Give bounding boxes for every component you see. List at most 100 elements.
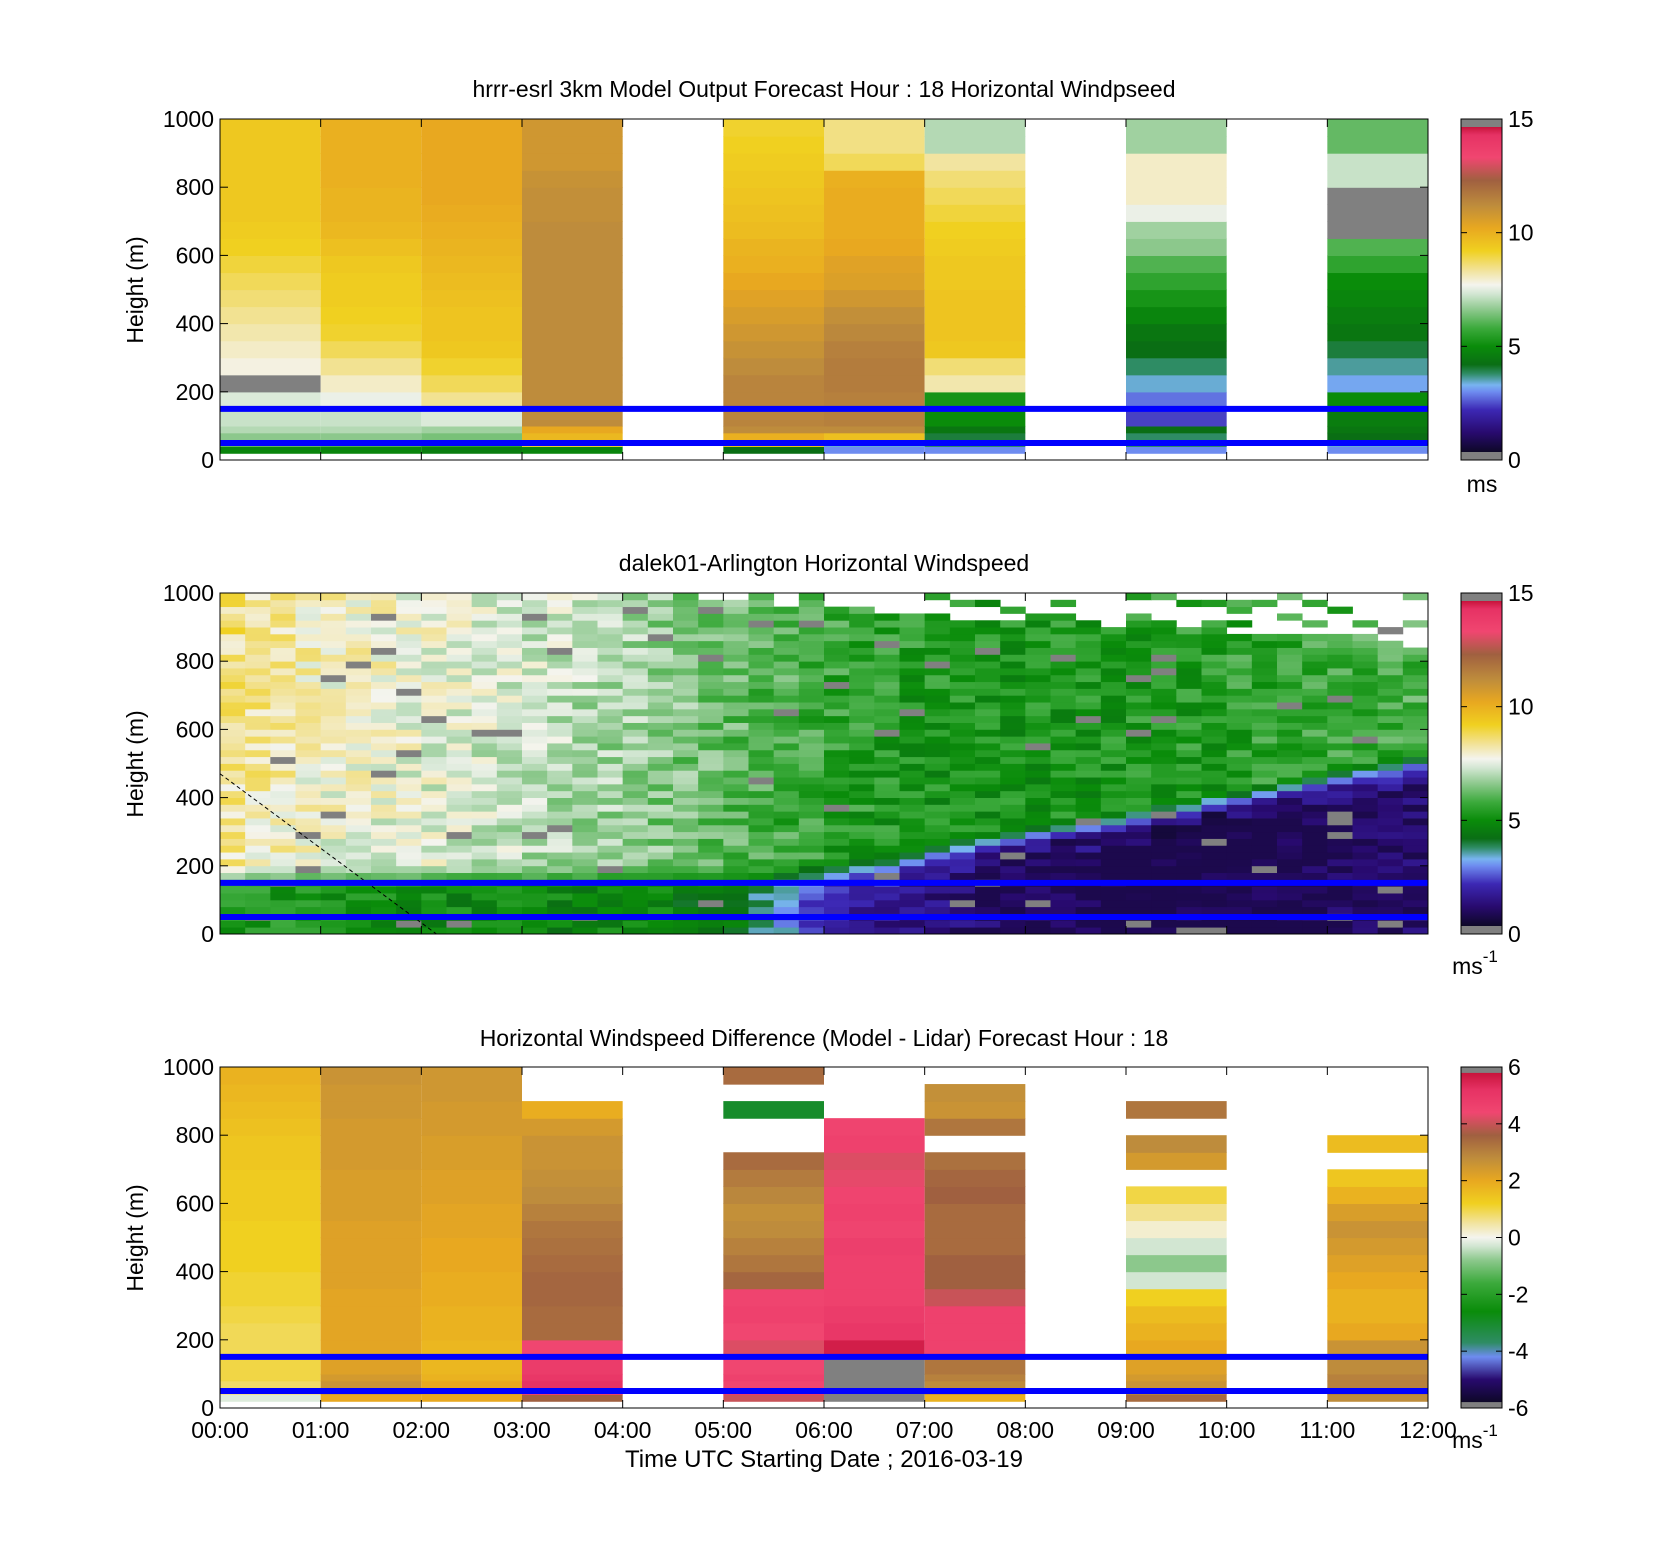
heatmap-cell: [421, 446, 522, 454]
heatmap-cell: [622, 811, 649, 819]
heatmap-cell: [1352, 804, 1379, 812]
heatmap-cell: [446, 865, 473, 874]
heatmap-cell: [421, 1339, 522, 1358]
heatmap-cell: [245, 695, 271, 703]
heatmap-cell: [949, 749, 976, 758]
heatmap-cell: [874, 627, 900, 635]
heatmap-cell: [723, 238, 824, 256]
heatmap-cell: [698, 674, 724, 683]
heatmap-cell: [1327, 1186, 1428, 1204]
heatmap-cell: [1302, 906, 1328, 914]
heatmap-cell: [1075, 770, 1102, 778]
heatmap-cell: [949, 824, 976, 833]
heatmap-cell: [899, 770, 926, 778]
heatmap-cell: [1402, 661, 1428, 669]
heatmap-cell: [220, 1237, 321, 1256]
heatmap-cell: [522, 340, 623, 359]
heatmap-cell: [874, 620, 900, 628]
heatmap-cell: [220, 729, 246, 737]
heatmap-cell: [270, 749, 296, 758]
heatmap-cell: [245, 872, 271, 880]
heatmap-cell: [522, 1254, 623, 1273]
heatmap-cell: [773, 640, 800, 648]
heatmap-cell: [647, 838, 674, 846]
heatmap-cell: [748, 804, 775, 812]
heatmap-cell: [446, 749, 473, 758]
heatmap-cell: [975, 729, 1001, 737]
heatmap-cell: [949, 893, 976, 901]
heatmap-cell: [396, 831, 422, 839]
heatmap-cell: [320, 187, 422, 205]
heatmap-cell: [1126, 340, 1227, 359]
heatmap-cell: [1327, 647, 1353, 655]
heatmap-cell: [345, 852, 372, 860]
heatmap-cell: [622, 633, 649, 642]
heatmap-cell: [924, 654, 951, 662]
heatmap-cell: [572, 770, 598, 778]
heatmap-cell: [522, 136, 623, 154]
heatmap-cell: [1327, 715, 1353, 723]
heatmap-cell: [698, 831, 724, 839]
heatmap-cell: [522, 845, 548, 853]
heatmap-cell: [824, 824, 850, 833]
heatmap-cell: [421, 1394, 522, 1402]
heatmap-cell: [1327, 654, 1353, 662]
heatmap-cell: [1075, 708, 1102, 717]
heatmap-cell: [270, 899, 296, 908]
heatmap-cell: [698, 899, 724, 908]
heatmap-cell: [320, 323, 422, 342]
heatmap-cell: [396, 695, 422, 703]
heatmap-cell: [1352, 865, 1379, 874]
heatmap-cell: [899, 818, 926, 826]
heatmap-cell: [1302, 927, 1328, 934]
heatmap-cell: [1302, 899, 1328, 908]
heatmap-cell: [471, 920, 498, 928]
heatmap-cell: [320, 408, 422, 427]
heatmap-cell: [673, 865, 699, 874]
heatmap-cell: [1050, 865, 1077, 874]
heatmap-cell: [723, 899, 749, 908]
heatmap-cell: [1176, 654, 1202, 662]
heatmap-cell: [824, 886, 850, 894]
heatmap-cell: [1201, 872, 1228, 880]
heatmap-cell: [647, 886, 674, 894]
heatmap-cell: [270, 654, 296, 662]
heatmap-cell: [270, 838, 296, 846]
heatmap-cell: [698, 633, 724, 642]
heatmap-cell: [572, 804, 598, 812]
heatmap-cell: [496, 674, 523, 683]
heatmap-cell: [622, 824, 649, 833]
heatmap-cell: [798, 743, 825, 751]
heatmap-cell: [270, 777, 296, 785]
heatmap-cell: [1100, 695, 1127, 703]
heatmap-cell: [748, 790, 775, 798]
heatmap-cell: [849, 756, 875, 764]
heatmap-cell: [471, 886, 498, 894]
heatmap-cell: [1176, 790, 1202, 798]
heatmap-cell: [1352, 722, 1379, 730]
heatmap-cell: [345, 702, 372, 710]
heatmap-cell: [849, 838, 875, 846]
heatmap-cell: [975, 770, 1001, 778]
heatmap-cell: [1251, 899, 1278, 908]
heatmap-cell: [798, 674, 825, 683]
heatmap-cell: [1327, 661, 1353, 669]
heatmap-cell: [371, 715, 397, 723]
heatmap-cell: [824, 729, 850, 737]
heatmap-cell: [471, 899, 498, 908]
heatmap-cell: [924, 893, 951, 901]
heatmap-cell: [622, 654, 649, 662]
heatmap-cell: [320, 777, 347, 785]
heatmap-cell: [622, 797, 649, 805]
heatmap-cell: [295, 797, 322, 805]
heatmap-cell: [1151, 715, 1177, 723]
heatmap-cell: [446, 797, 473, 805]
heatmap-cell: [1050, 627, 1077, 635]
heatmap-cell: [220, 654, 246, 662]
heatmap-cell: [949, 872, 976, 880]
heatmap-cell: [446, 668, 473, 676]
heatmap-cell: [446, 633, 473, 642]
heatmap-cell: [773, 708, 800, 717]
panel-title: hrrr-esrl 3km Model Output Forecast Hour…: [472, 76, 1175, 102]
heatmap-cell: [245, 722, 271, 730]
